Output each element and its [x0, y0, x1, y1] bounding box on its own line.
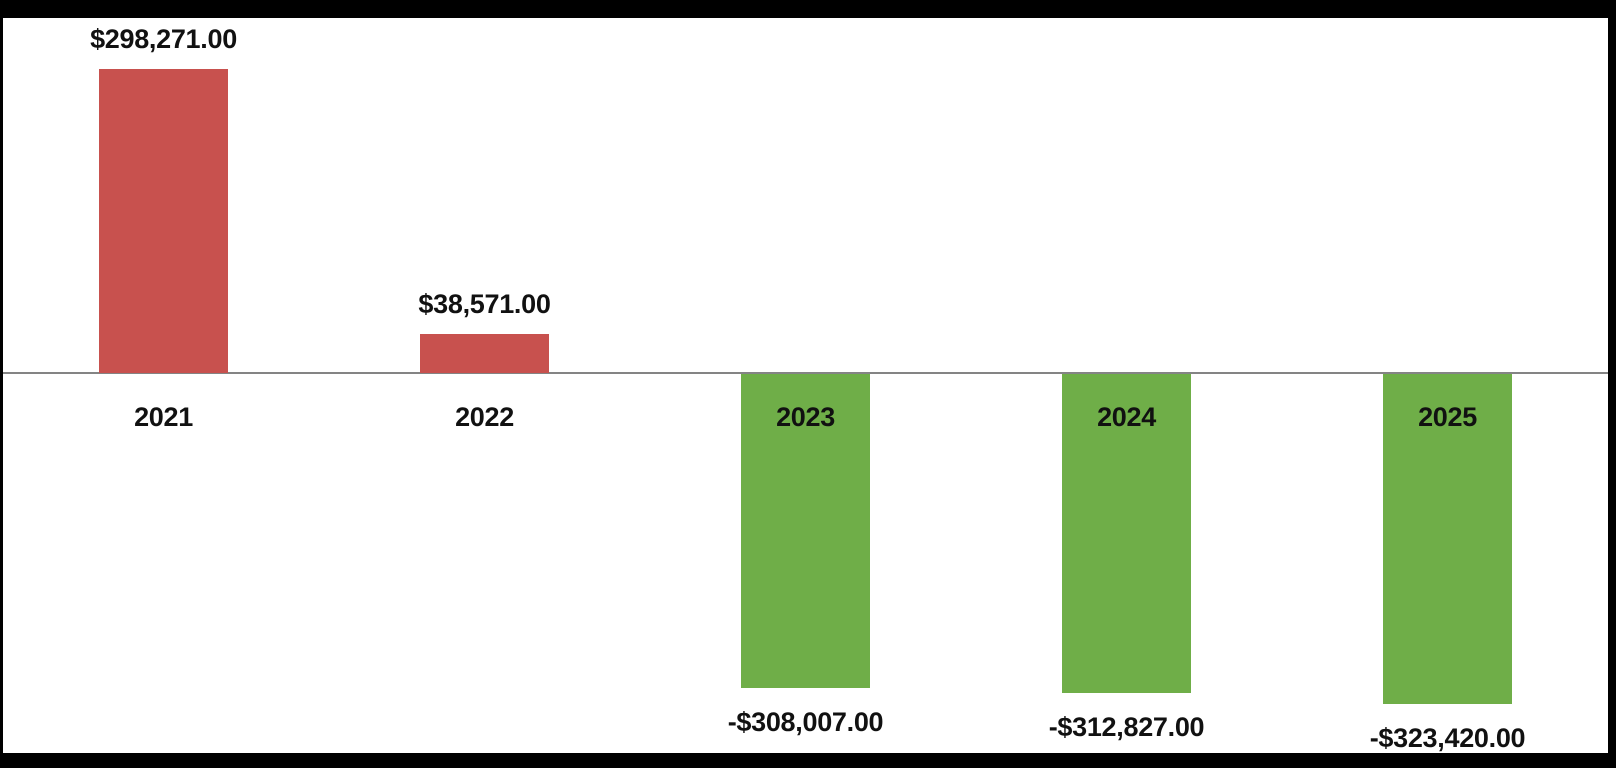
bar-2025 — [1383, 374, 1512, 704]
bar-2021 — [99, 68, 228, 373]
bar-2022 — [420, 333, 549, 373]
bar-chart: $298,271.00 2021 $38,571.00 2022 -$308,007.0… — [3, 18, 1608, 753]
category-label-2024: 2024 — [1097, 402, 1156, 432]
value-label-2021: $298,271.00 — [90, 23, 237, 54]
bar-2023 — [741, 374, 870, 688]
x-axis-line — [3, 372, 1608, 374]
bar-2024 — [1062, 374, 1191, 693]
value-label-2022: $38,571.00 — [418, 288, 551, 319]
value-label-2023: -$308,007.00 — [727, 706, 884, 737]
category-label-2023: 2023 — [776, 402, 835, 432]
category-label-2021: 2021 — [134, 402, 193, 432]
value-label-2025: -$323,420.00 — [1369, 722, 1526, 753]
value-label-2024: -$312,827.00 — [1048, 711, 1205, 742]
category-label-2022: 2022 — [455, 402, 514, 432]
category-label-2025: 2025 — [1418, 402, 1477, 432]
